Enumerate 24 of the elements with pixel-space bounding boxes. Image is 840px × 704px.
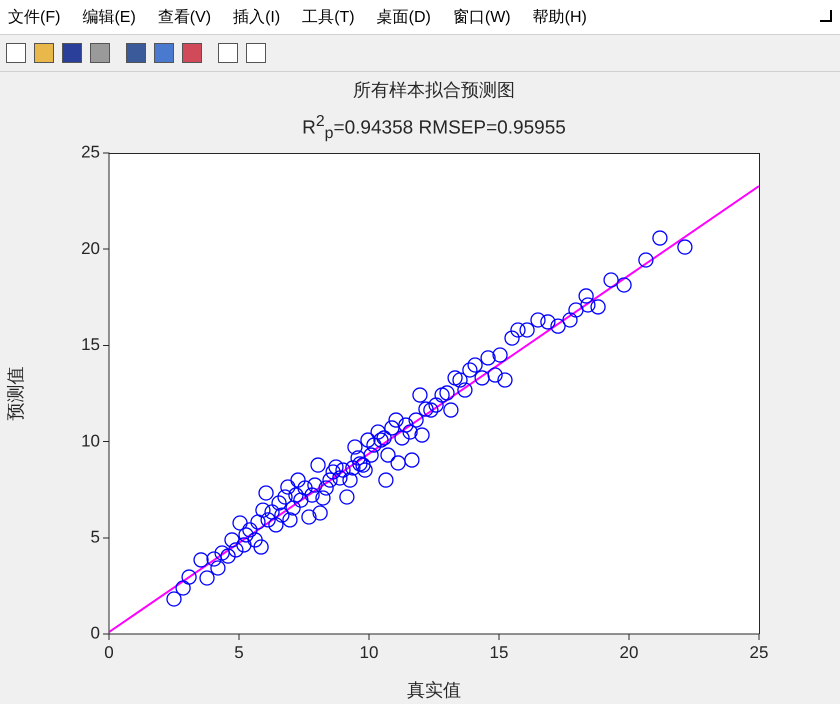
text: 帮助(H) <box>532 8 587 28</box>
x-axis-title: 真实值 <box>407 680 461 701</box>
text: 窗口(W) <box>452 8 511 28</box>
x-tick-label: 10 <box>360 642 378 662</box>
y-tick-label: 25 <box>81 142 100 162</box>
text: 工具(T) <box>302 8 355 28</box>
x-tick-label: 15 <box>490 642 508 662</box>
text: 编辑(E) <box>82 8 136 28</box>
text: 桌面(D) <box>376 8 431 28</box>
text: 插入(I) <box>233 8 280 28</box>
chart-title: 所有样本拟合预测图 <box>352 79 516 102</box>
text: 文件(F) <box>8 8 60 28</box>
x-tick-label: 5 <box>234 642 244 662</box>
text: 查看(V) <box>158 8 212 28</box>
y-tick-label: 20 <box>81 238 100 258</box>
y-axis-title: 预测值 <box>5 366 26 420</box>
y-tick-label: 5 <box>90 527 100 546</box>
y-tick-label: 10 <box>81 431 100 450</box>
chart-subtitle: R$^{2}$$_{p}$=0.94358 RMSEP=0.95955 <box>301 112 567 144</box>
x-tick-label: 25 <box>750 642 768 662</box>
x-tick-label: 0 <box>104 642 114 662</box>
y-tick-label: 0 <box>90 624 100 643</box>
y-tick-label: 15 <box>81 335 100 354</box>
x-tick-label: 20 <box>620 642 638 662</box>
